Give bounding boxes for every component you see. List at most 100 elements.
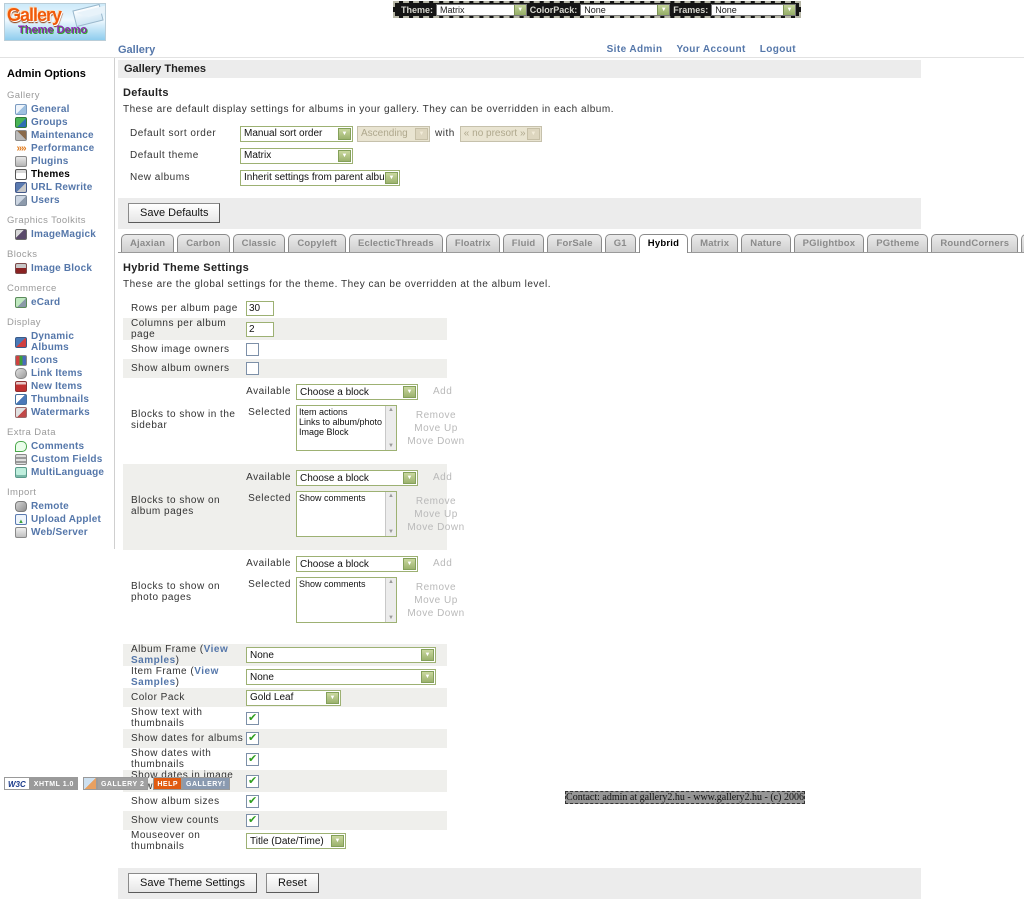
sidebar-item-label[interactable]: Dynamic Albums xyxy=(31,331,75,353)
nav-link[interactable]: Your Account xyxy=(676,44,746,55)
scroll-down-icon[interactable]: ▼ xyxy=(388,615,394,621)
listbox-item[interactable]: Show comments xyxy=(299,493,366,503)
sidebar-item[interactable]: Comments xyxy=(0,440,114,453)
sidebar-item-label[interactable]: Thumbnails xyxy=(31,394,90,405)
sidebar-item-label[interactable]: Image Block xyxy=(31,263,93,274)
theme-tab[interactable]: G1 xyxy=(604,234,636,252)
sidebar-item[interactable]: Custom Fields xyxy=(0,453,114,466)
new-albums-select[interactable]: Inherit settings from parent album ▼ xyxy=(240,169,400,186)
show-view-counts-checkbox[interactable] xyxy=(246,813,259,827)
theme-tab[interactable]: PGlightbox xyxy=(793,234,865,252)
frames-select[interactable]: None ▼ xyxy=(711,3,796,16)
mouseover-select[interactable]: Title (Date/Time) ▼ xyxy=(246,833,346,849)
theme-tab[interactable]: Matrix xyxy=(691,234,739,252)
sidebar-item[interactable]: URL Rewrite xyxy=(0,181,114,194)
album-frame-select[interactable]: None ▼ xyxy=(246,647,436,663)
sidebar-item[interactable]: Remote xyxy=(0,500,114,513)
colorpack-select[interactable]: None ▼ xyxy=(580,3,671,16)
theme-tab[interactable]: Nature xyxy=(741,234,791,252)
sidebar-item[interactable]: eCard xyxy=(0,296,114,309)
add-block-link[interactable]: Add xyxy=(433,386,453,397)
listbox-scrollbar[interactable]: ▲ ▼ xyxy=(385,578,396,622)
sidebar-item-label[interactable]: Plugins xyxy=(31,156,69,167)
sidebar-item-label[interactable]: Link Items xyxy=(31,368,83,379)
show-dates-image-view-checkbox[interactable] xyxy=(246,774,259,788)
sidebar-item[interactable]: Maintenance xyxy=(0,129,114,142)
rows-per-page-input[interactable] xyxy=(246,301,274,316)
scroll-up-icon[interactable]: ▲ xyxy=(388,579,394,585)
nav-link[interactable]: Logout xyxy=(759,44,796,55)
sidebar-item[interactable]: Image Block xyxy=(0,262,114,275)
show-text-thumbnails-checkbox[interactable] xyxy=(246,711,259,725)
theme-tab[interactable]: Carbon xyxy=(177,234,230,252)
selected-blocks-listbox[interactable]: Show comments ▲ ▼ xyxy=(296,577,397,623)
sidebar-item-label[interactable]: Watermarks xyxy=(31,407,90,418)
selected-blocks-listbox[interactable]: Show comments ▲ ▼ xyxy=(296,491,397,537)
sidebar-item-label[interactable]: Themes xyxy=(31,169,70,180)
help-gallery-badge[interactable]: HELP GALLERY! xyxy=(153,777,230,790)
show-dates-albums-checkbox[interactable] xyxy=(246,731,259,745)
sidebar-item[interactable]: Upload Applet xyxy=(0,513,114,526)
theme-tab[interactable]: Classic xyxy=(232,234,286,252)
move-down-link[interactable]: Move Down xyxy=(407,436,465,447)
theme-tab[interactable]: Ajaxian xyxy=(121,234,175,252)
theme-tab[interactable]: EclecticThreads xyxy=(348,234,443,252)
choose-block-select[interactable]: Choose a block ▼ xyxy=(296,470,418,486)
sidebar-item-label[interactable]: Users xyxy=(31,195,60,206)
sidebar-item-label[interactable]: General xyxy=(31,104,70,115)
show-album-owners-checkbox[interactable] xyxy=(246,362,259,375)
sidebar-item-label[interactable]: Maintenance xyxy=(31,130,94,141)
remove-link[interactable]: Remove xyxy=(415,410,457,421)
show-album-sizes-checkbox[interactable] xyxy=(246,794,259,808)
save-theme-settings-button[interactable]: Save Theme Settings xyxy=(128,873,257,893)
theme-tab[interactable]: PGtheme xyxy=(867,234,929,252)
sidebar-item[interactable]: ImageMagick xyxy=(0,228,114,241)
show-dates-thumbnails-checkbox[interactable] xyxy=(246,752,259,766)
theme-tab[interactable]: Sirius xyxy=(1021,234,1024,252)
scroll-up-icon[interactable]: ▲ xyxy=(388,493,394,499)
theme-tab[interactable]: Fluid xyxy=(502,234,545,252)
sidebar-item[interactable]: Link Items xyxy=(0,367,114,380)
sidebar-item-label[interactable]: ImageMagick xyxy=(31,229,97,240)
remove-link[interactable]: Remove xyxy=(415,496,457,507)
sidebar-item-label[interactable]: Upload Applet xyxy=(31,514,102,525)
sidebar-item-label[interactable]: eCard xyxy=(31,297,61,308)
sidebar-item[interactable]: Plugins xyxy=(0,155,114,168)
gallery-home-link[interactable]: Gallery xyxy=(118,44,156,56)
sidebar-item[interactable]: General xyxy=(0,103,114,116)
sidebar-item[interactable]: Themes xyxy=(0,168,114,181)
add-block-link[interactable]: Add xyxy=(433,558,453,569)
sidebar-item[interactable]: Icons xyxy=(0,354,114,367)
nav-link[interactable]: Site Admin xyxy=(606,44,663,55)
view-samples-link[interactable]: View Samples xyxy=(131,644,229,666)
choose-block-select[interactable]: Choose a block ▼ xyxy=(296,556,418,572)
remove-link[interactable]: Remove xyxy=(415,582,457,593)
view-samples-link[interactable]: View Samples xyxy=(131,666,219,688)
sidebar-item-label[interactable]: MultiLanguage xyxy=(31,467,105,478)
sidebar-item-label[interactable]: Icons xyxy=(31,355,59,366)
scroll-down-icon[interactable]: ▼ xyxy=(388,443,394,449)
theme-tab[interactable]: Hybrid xyxy=(638,234,689,253)
sidebar-item-label[interactable]: Remote xyxy=(31,501,69,512)
default-theme-select[interactable]: Matrix ▼ xyxy=(240,147,353,164)
sidebar-item[interactable]: Watermarks xyxy=(0,406,114,419)
sidebar-item[interactable]: Dynamic Albums xyxy=(0,330,114,354)
add-block-link[interactable]: Add xyxy=(433,472,453,483)
theme-tab[interactable]: ForSale xyxy=(547,234,602,252)
listbox-scrollbar[interactable]: ▲ ▼ xyxy=(385,406,396,450)
sidebar-item-label[interactable]: Custom Fields xyxy=(31,454,103,465)
sidebar-item[interactable]: Thumbnails xyxy=(0,393,114,406)
w3c-xhtml-badge[interactable]: W3C XHTML 1.0 xyxy=(4,777,78,790)
sidebar-item[interactable]: MultiLanguage xyxy=(0,466,114,479)
save-defaults-button[interactable]: Save Defaults xyxy=(128,203,221,223)
columns-per-page-input[interactable] xyxy=(246,321,274,337)
move-up-link[interactable]: Move Up xyxy=(414,423,458,434)
sidebar-item-label[interactable]: Comments xyxy=(31,441,85,452)
move-down-link[interactable]: Move Down xyxy=(407,608,465,619)
move-up-link[interactable]: Move Up xyxy=(414,509,458,520)
item-frame-select[interactable]: None ▼ xyxy=(246,669,436,685)
gallery2-badge[interactable]: GALLERY 2 xyxy=(82,777,149,790)
sidebar-item-label[interactable]: URL Rewrite xyxy=(31,182,93,193)
gallery-logo[interactable]: Gallery Theme Demo xyxy=(4,3,106,41)
